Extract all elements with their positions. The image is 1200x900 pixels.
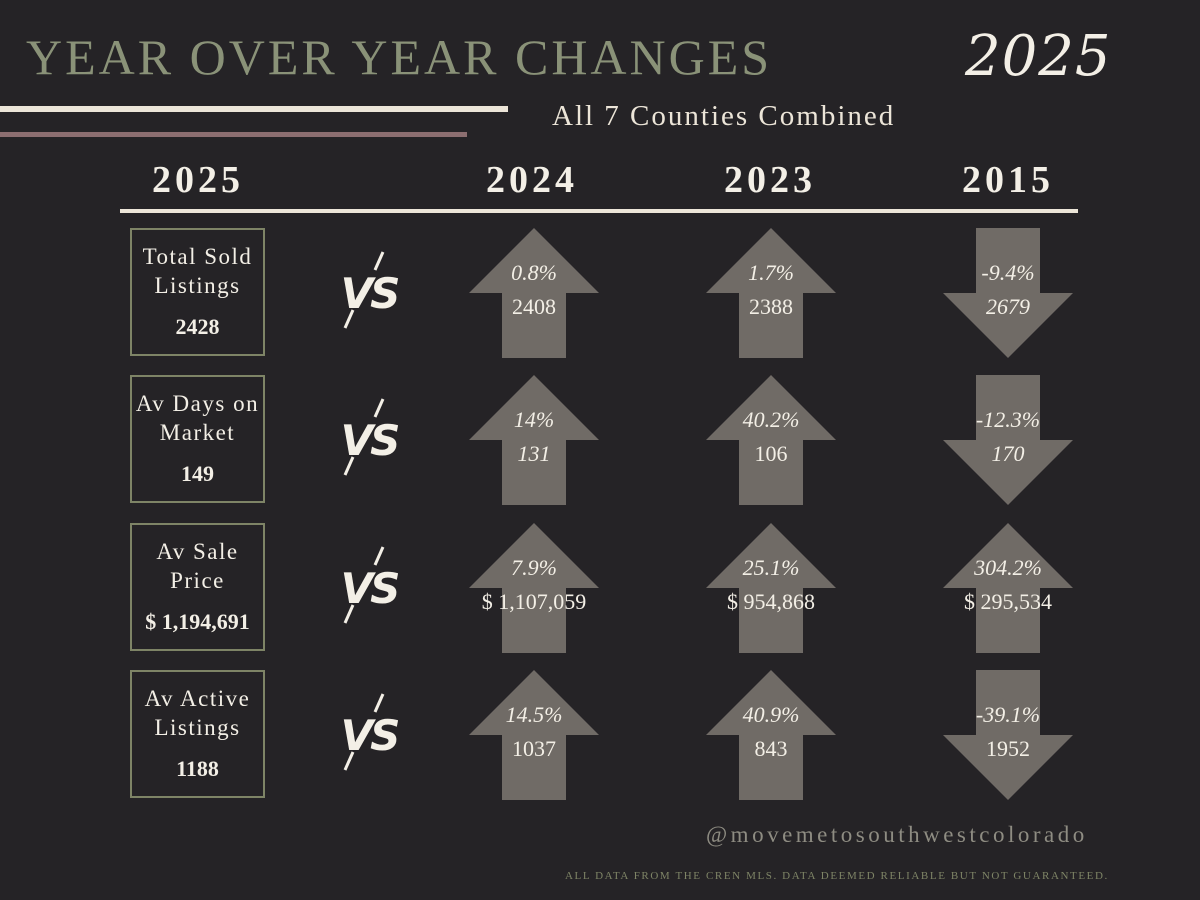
arrow-up-icon: 0.8% 2408 (469, 228, 599, 358)
percent-change-sale-price-2023: 25.1% (742, 555, 800, 580)
prior-value-sale-price-2024: $ 1,107,059 (481, 589, 587, 614)
arrow-down-icon: -12.3% 170 (943, 375, 1073, 505)
social-handle: @movemetosouthwestcolorado (706, 822, 1088, 847)
vs-icon: VS (335, 543, 405, 627)
prior-value-days-on-market-2024: 131 (517, 441, 551, 466)
divider-rose (0, 132, 467, 137)
vs-icon: VS (335, 690, 405, 774)
metric-value: 1188 (176, 756, 219, 781)
percent-change-days-on-market-2023: 40.2% (742, 407, 800, 432)
arrow-up-icon: 14.5% 1037 (469, 670, 599, 800)
vs-label: VS (341, 416, 399, 465)
page-title: YEAR OVER YEAR CHANGES (26, 29, 773, 85)
disclaimer: ALL DATA FROM THE CREN MLS. DATA DEEMED … (565, 870, 1109, 882)
percent-change-total-sold-2024: 0.8% (511, 260, 557, 285)
metric-box-days-on-market: Av Days on Market 149 (130, 375, 265, 503)
arrow-up-icon: 304.2% $ 295,534 (943, 523, 1073, 653)
vs-icon: VS (335, 248, 405, 332)
vs-label: VS (341, 711, 399, 760)
header-rule (120, 209, 1078, 213)
metric-box-total-sold: Total Sold Listings 2428 (130, 228, 265, 356)
column-header-2023: 2023 (724, 159, 816, 201)
arrow-up-icon: 40.9% 843 (706, 670, 836, 800)
prior-value-total-sold-2023: 2388 (749, 294, 793, 319)
percent-change-active-listings-2024: 14.5% (505, 702, 563, 727)
arrow-up-icon: 1.7% 2388 (706, 228, 836, 358)
arrow-down-icon: -39.1% 1952 (943, 670, 1073, 800)
page-subtitle: All 7 Counties Combined (552, 100, 896, 132)
metric-value: 2428 (175, 314, 220, 339)
prior-value-sale-price-2023: $ 954,868 (727, 589, 815, 614)
arrow-down-icon: -9.4% 2679 (943, 228, 1073, 358)
percent-change-sale-price-2015: 304.2% (974, 555, 1042, 580)
vs-label: VS (341, 269, 399, 318)
column-header-2015: 2015 (962, 159, 1054, 201)
arrow-up-icon: 25.1% $ 954,868 (706, 523, 836, 653)
prior-value-total-sold-2024: 2408 (512, 294, 556, 319)
percent-change-active-listings-2023: 40.9% (742, 702, 800, 727)
metric-value: $ 1,194,691 (145, 609, 250, 634)
vs-icon: VS (335, 395, 405, 479)
arrow-up-icon: 14% 131 (469, 375, 599, 505)
prior-value-days-on-market-2015: 170 (991, 441, 1025, 466)
prior-value-sale-price-2015: $ 295,534 (964, 589, 1052, 614)
percent-change-total-sold-2023: 1.7% (748, 260, 794, 285)
column-header-2025: 2025 (152, 159, 244, 201)
metric-label: Av Days on Market (135, 391, 260, 445)
vs-label: VS (341, 564, 399, 613)
divider-cream (0, 106, 508, 112)
metric-label: Av Active Listings (144, 686, 251, 740)
prior-value-total-sold-2015: 2679 (986, 294, 1030, 319)
arrow-up-icon: 40.2% 106 (706, 375, 836, 505)
arrow-up-icon: 7.9% $ 1,107,059 (469, 523, 599, 653)
percent-change-total-sold-2015: -9.4% (981, 260, 1035, 285)
percent-change-days-on-market-2015: -12.3% (975, 407, 1041, 432)
prior-value-active-listings-2024: 1037 (512, 736, 556, 761)
metric-box-active-listings: Av Active Listings 1188 (130, 670, 265, 798)
prior-value-days-on-market-2023: 106 (754, 441, 788, 466)
percent-change-sale-price-2024: 7.9% (511, 555, 557, 580)
metric-label: Total Sold Listings (142, 244, 253, 298)
metric-box-sale-price: Av Sale Price $ 1,194,691 (130, 523, 265, 651)
column-header-2024: 2024 (486, 159, 578, 201)
metric-value: 149 (181, 461, 214, 486)
year-badge: 2025 (965, 24, 1112, 89)
metric-label: Av Sale Price (156, 539, 239, 593)
prior-value-active-listings-2015: 1952 (986, 736, 1030, 761)
percent-change-active-listings-2015: -39.1% (975, 702, 1041, 727)
percent-change-days-on-market-2024: 14% (513, 407, 555, 432)
prior-value-active-listings-2023: 843 (754, 736, 788, 761)
